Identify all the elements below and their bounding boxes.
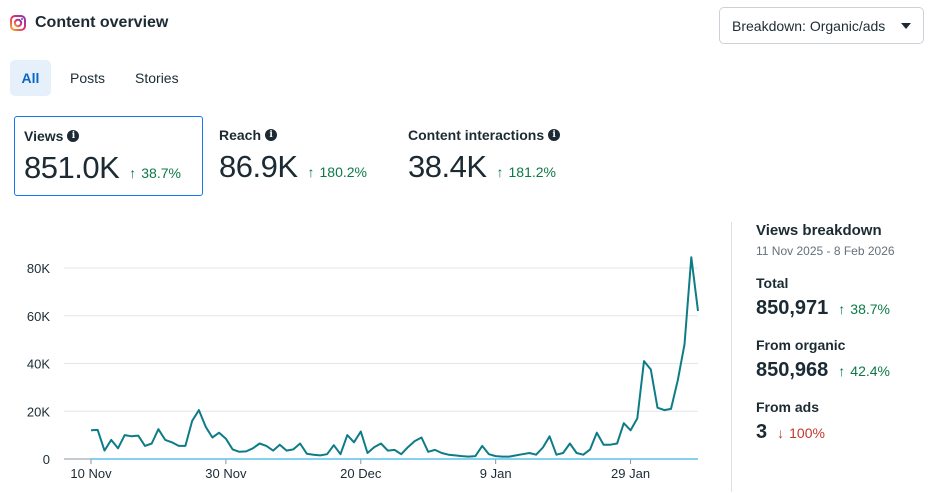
metric-label: Views: [24, 128, 64, 144]
breakdown-change: 42.4%: [850, 363, 890, 379]
breakdown-change: 38.7%: [850, 301, 890, 317]
arrow-down-icon: ↓: [777, 425, 785, 441]
metric-value: 86.9K: [219, 149, 298, 184]
metric-label: Reach: [219, 127, 262, 143]
breakdown-total: Total 850,971 ↑ 38.7%: [756, 275, 895, 320]
content-tabs: All Posts Stories: [10, 60, 190, 96]
arrow-up-icon: ↑: [838, 363, 846, 379]
views-breakdown-panel: Views breakdown 11 Nov 2025 - 8 Feb 2026…: [756, 222, 895, 444]
breakdown-ads: From ads 3 ↓ 100%: [756, 399, 895, 444]
breakdown-value: 850,971: [756, 297, 829, 319]
arrow-up-icon: ↑: [496, 164, 504, 180]
x-tick-label: 30 Nov: [205, 466, 247, 481]
views-line-chart: 0 20K 40K 60K 80K 10 Nov 30 Nov 20 Dec 9 Jan 29 …: [27, 256, 699, 481]
views-series-line: [90, 256, 699, 458]
instagram-icon: [10, 15, 26, 31]
y-tick-label: 60K: [27, 309, 50, 324]
tab-posts[interactable]: Posts: [70, 70, 106, 86]
metric-value: 851.0K: [24, 150, 120, 185]
metric-card-reach[interactable]: Reach i 86.9K ↑ 180.2%: [210, 116, 395, 196]
breakdown-value: 850,968: [756, 359, 829, 381]
tab-stories[interactable]: Stories: [135, 70, 179, 86]
info-icon[interactable]: i: [548, 129, 561, 141]
breakdown-title: Views breakdown: [756, 222, 882, 239]
arrow-up-icon: ↑: [307, 164, 315, 180]
metric-change: 180.2%: [319, 164, 367, 180]
breakdown-label: Breakdown: Organic/ads: [732, 17, 886, 34]
x-tick-label: 9 Jan: [480, 466, 512, 481]
metric-card-views[interactable]: Views i 851.0K ↑ 38.7%: [14, 116, 203, 196]
x-tick-label: 29 Jan: [611, 466, 650, 481]
breakdown-dropdown[interactable]: Breakdown: Organic/ads: [719, 7, 924, 44]
y-tick-label: 20K: [27, 404, 50, 419]
breakdown-change: 100%: [789, 425, 825, 441]
x-tick-label: 20 Dec: [340, 466, 382, 481]
metric-change: 38.7%: [141, 165, 181, 181]
arrow-up-icon: ↑: [838, 301, 846, 317]
info-icon[interactable]: i: [67, 130, 80, 142]
tab-all[interactable]: All: [10, 60, 51, 96]
metric-card-content-interactions[interactable]: Content interactions i 38.4K ↑ 181.2%: [399, 116, 599, 196]
x-tick-label: 10 Nov: [70, 466, 112, 481]
metric-value: 38.4K: [408, 149, 487, 184]
breakdown-label: Total: [756, 275, 789, 291]
page-title: Content overview: [35, 14, 169, 31]
panel-divider: [731, 222, 732, 492]
metric-label: Content interactions: [408, 127, 545, 143]
metric-change: 181.2%: [508, 164, 556, 180]
y-tick-label: 80K: [27, 261, 50, 276]
breakdown-label: From ads: [756, 399, 820, 415]
content-overview-header: Content overview: [10, 14, 168, 32]
breakdown-label: From organic: [756, 337, 846, 353]
date-range: 11 Nov 2025 - 8 Feb 2026: [756, 244, 895, 258]
breakdown-value: 3: [756, 421, 768, 443]
info-icon[interactable]: i: [265, 129, 278, 141]
y-tick-label: 0: [43, 452, 50, 467]
breakdown-organic: From organic 850,968 ↑ 42.4%: [756, 337, 895, 382]
y-tick-label: 40K: [27, 357, 50, 372]
caret-down-icon: [901, 22, 911, 29]
arrow-up-icon: ↑: [129, 165, 137, 181]
